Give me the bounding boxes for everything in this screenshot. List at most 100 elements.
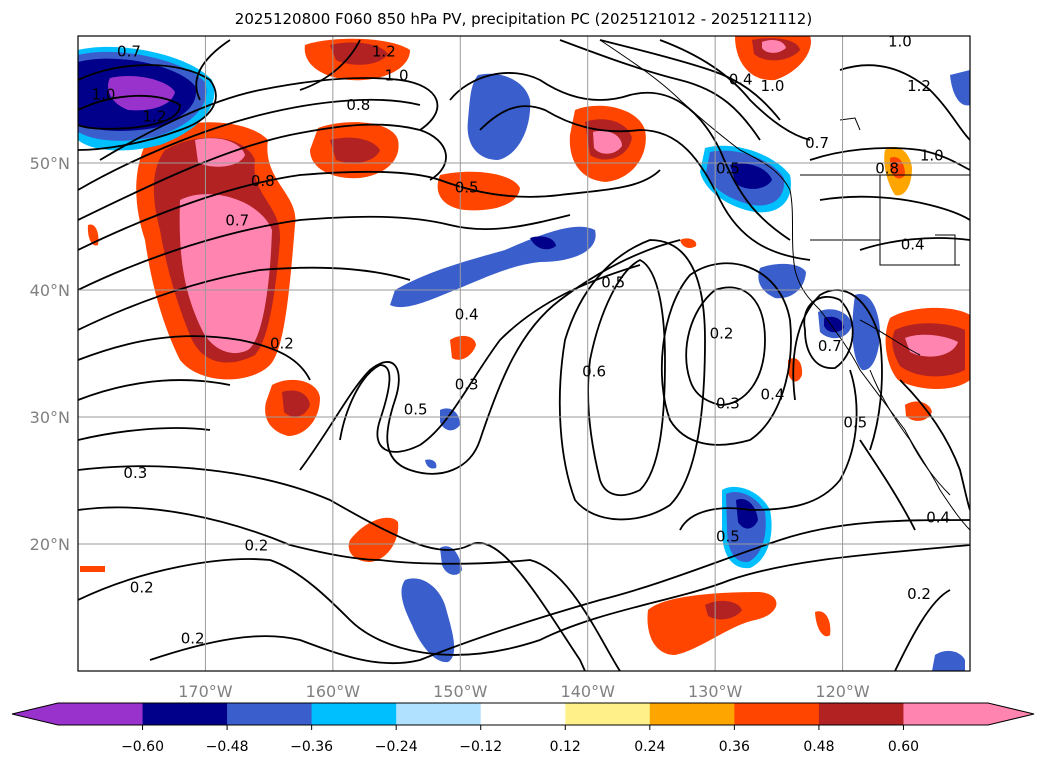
- colorbar-tick-label: 0.60: [888, 739, 919, 755]
- lon-tick-label: 130°W: [688, 682, 743, 701]
- precip-negative-region: [730, 163, 772, 189]
- pv-contour: [78, 465, 586, 671]
- pv-contour: [859, 237, 970, 251]
- precip-negative-region: [530, 236, 556, 250]
- pv-contour: [899, 379, 970, 511]
- precip-positive-region: [593, 130, 622, 154]
- contour-label: 0.7: [225, 211, 249, 229]
- contour-label: 1.0: [920, 147, 944, 165]
- contour-label: 1.0: [92, 86, 116, 104]
- pv-contour: [685, 286, 766, 406]
- contour-label: 1.2: [907, 77, 931, 95]
- contour-label: 0.2: [181, 629, 205, 647]
- precipitation-shading: [78, 36, 970, 671]
- contour-label: 0.2: [270, 335, 294, 353]
- colorbar-tick-label: 0.12: [550, 739, 581, 755]
- coastline-segment: [839, 117, 861, 131]
- contour-label: 0.8: [875, 159, 899, 177]
- contour-label: 0.8: [346, 96, 370, 114]
- lon-tick-labels: 170°W 160°W 150°W 140°W 130°W 120°W: [178, 682, 870, 701]
- pv-contours: [78, 39, 970, 671]
- precip-negative-region: [440, 408, 460, 431]
- pv-contour: [299, 239, 681, 475]
- contour-label: 1.2: [372, 43, 396, 61]
- contour-label: 1.0: [385, 67, 409, 85]
- colorbar-tick-label: 0.48: [803, 739, 834, 755]
- colorbar-tick-label: −0.36: [290, 739, 333, 755]
- pv-contour: [78, 98, 421, 191]
- pv-contour: [78, 379, 231, 401]
- precip-positive-region: [282, 390, 310, 417]
- pv-contour: [558, 239, 706, 521]
- colorbar-tick-label: 0.36: [719, 739, 750, 755]
- lon-tick-label: 140°W: [561, 682, 616, 701]
- pv-contour: [78, 123, 447, 221]
- pv-contour: [559, 39, 761, 141]
- colorbar: −0.60 −0.48 −0.36 −0.24 −0.12 0.12 0.24 0.36 0.4…: [11, 702, 1035, 755]
- coastline: [599, 39, 970, 531]
- precip-negative-region: [736, 498, 758, 529]
- contour-label: 0.5: [716, 528, 740, 546]
- colorbar-tick-label: −0.60: [121, 739, 164, 755]
- precip-negative-region: [932, 650, 965, 671]
- colorbar-segment: [903, 703, 989, 725]
- coastline-segment: [599, 39, 970, 531]
- lon-tick-label: 120°W: [815, 682, 870, 701]
- precip-negative-region: [425, 459, 437, 469]
- pv-contour: [78, 544, 970, 656]
- pv-contour: [792, 289, 883, 451]
- pv-contour: [599, 39, 781, 121]
- colorbar-segment: [734, 703, 820, 725]
- contour-label: 0.5: [455, 178, 479, 196]
- contour-label: 0.2: [907, 585, 931, 603]
- colorbar-outline: [11, 702, 1035, 726]
- pv-contour: [149, 519, 970, 665]
- precip-negative-region: [108, 75, 175, 111]
- contour-label: 0.3: [716, 394, 740, 412]
- colorbar-segment: [480, 703, 566, 725]
- precip-positive-region: [179, 194, 272, 354]
- contour-label: 0.2: [244, 537, 268, 555]
- colorbar-segment: [818, 703, 904, 725]
- pv-contour: [78, 94, 181, 130]
- pv-contour: [195, 39, 231, 101]
- coastline-segment: [869, 369, 951, 496]
- contour-label: 0.4: [901, 236, 925, 254]
- pv-contour: [659, 39, 811, 141]
- map-frame: [77, 35, 971, 672]
- colorbar-tick-label: −0.12: [459, 739, 502, 755]
- colorbar-segment: [58, 703, 144, 725]
- precip-positive-region: [330, 137, 380, 163]
- pv-contour: [894, 589, 951, 671]
- precip-negative-region: [440, 546, 462, 575]
- pv-contour: [679, 369, 858, 531]
- contour-label: 0.4: [729, 70, 753, 88]
- lat-tick-label: 30°N: [30, 408, 70, 427]
- gridlines: [78, 36, 970, 671]
- colorbar-tick-label: −0.24: [375, 739, 418, 755]
- lat-tick-label: 40°N: [30, 281, 70, 300]
- precip-positive-region: [815, 611, 831, 637]
- pv-contour: [479, 105, 811, 261]
- colorbar-tick-label: 0.24: [634, 739, 665, 755]
- pv-contour: [839, 64, 970, 141]
- precip-positive-region: [330, 42, 388, 65]
- contour-label: 0.2: [710, 324, 734, 342]
- contour-label: 0.5: [843, 413, 867, 431]
- precip-negative-region: [401, 578, 455, 663]
- colorbar-segment: [396, 703, 482, 725]
- contour-label: 0.4: [761, 385, 785, 403]
- precip-negative-region: [824, 316, 844, 333]
- precip-positive-region: [348, 517, 399, 562]
- colorbar-segment: [311, 703, 397, 725]
- contour-label: 0.4: [926, 509, 950, 527]
- contour-label: 0.6: [582, 363, 606, 381]
- colorbar-segment: [649, 703, 735, 725]
- pv-contour: [78, 169, 661, 251]
- pv-contour: [78, 427, 211, 441]
- lon-tick-label: 150°W: [433, 682, 488, 701]
- pv-contour: [99, 77, 439, 161]
- contour-label: 1.2: [143, 107, 167, 125]
- contour-labels: 0.7 1.0 1.2 0.8 0.7 0.2 1.2 1.0 0.8 0.5 0.4 0.3 0.5 0…: [92, 36, 951, 647]
- precip-positive-region: [87, 224, 99, 246]
